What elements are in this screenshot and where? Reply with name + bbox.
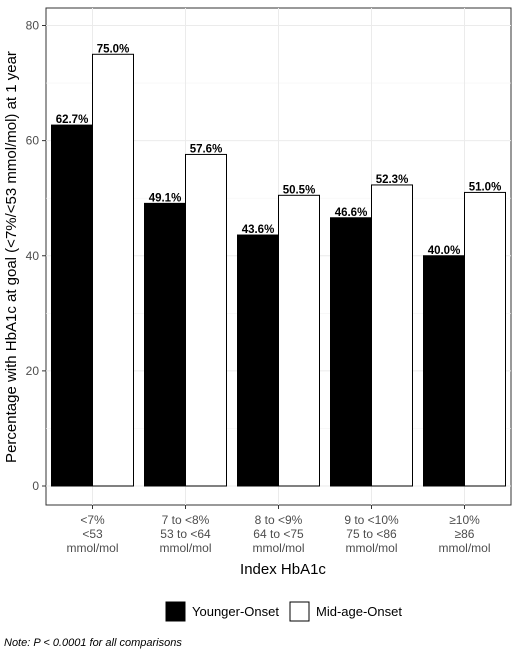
x-tick-label: 9 to <10% xyxy=(344,513,399,527)
legend-label: Mid-age-Onset xyxy=(316,604,402,619)
x-tick-label: 8 to <9% xyxy=(255,513,303,527)
bar-value-label: 51.0% xyxy=(469,181,502,193)
bar-mid-age-onset xyxy=(371,184,413,487)
bar-value-label: 40.0% xyxy=(428,245,461,257)
bar-value-label: 43.6% xyxy=(242,224,275,236)
bar-value-label: 57.6% xyxy=(190,143,223,155)
bar-mid-age-onset xyxy=(278,194,320,487)
y-tick-label: 40 xyxy=(26,249,40,263)
bar-value-label: 52.3% xyxy=(376,174,409,186)
bar-mid-age-onset xyxy=(92,53,134,487)
bar-value-label: 50.5% xyxy=(283,184,316,196)
x-tick-label: mmol/mol xyxy=(66,541,118,555)
bar-younger-onset xyxy=(144,202,186,487)
x-tick-label: ≥86 xyxy=(455,527,475,541)
y-tick-label: 80 xyxy=(26,19,40,33)
y-tick-label: 20 xyxy=(26,364,40,378)
bar-mid-age-onset xyxy=(464,191,506,487)
footnote: Note: P < 0.0001 for all comparisons xyxy=(4,637,182,649)
bar-younger-onset xyxy=(51,124,93,487)
bar-mid-age-onset xyxy=(185,153,227,487)
x-tick-label: <53 xyxy=(82,527,103,541)
bar-value-label: 49.1% xyxy=(149,192,182,204)
bar-value-label: 62.7% xyxy=(56,114,89,126)
y-axis-title: Percentage with HbA1c at goal (<7%/<53 m… xyxy=(3,51,20,463)
bar-value-label: 46.6% xyxy=(335,207,368,219)
x-tick-label: mmol/mol xyxy=(438,541,490,555)
x-tick-label: 75 to <86 xyxy=(346,527,397,541)
x-tick-label: 53 to <64 xyxy=(160,527,211,541)
x-tick-label: mmol/mol xyxy=(159,541,211,555)
x-tick-label: 64 to <75 xyxy=(253,527,304,541)
legend-label: Younger-Onset xyxy=(192,604,279,619)
y-tick-label: 60 xyxy=(26,134,40,148)
x-tick-label: mmol/mol xyxy=(252,541,304,555)
bar-younger-onset xyxy=(330,217,372,487)
bar-younger-onset xyxy=(237,234,279,487)
legend-swatch xyxy=(165,601,186,622)
legend-swatch xyxy=(289,601,310,622)
bar-value-label: 75.0% xyxy=(97,43,130,55)
x-axis-title: Index HbA1c xyxy=(240,561,326,578)
x-tick-label: mmol/mol xyxy=(345,541,397,555)
data-labels: 62.7% 75.0% 49.1% 57.6% 43.6% 50.5% 46.6% 52.3%… xyxy=(56,43,502,256)
legend: Younger-Onset Mid-age-Onset xyxy=(165,601,402,622)
x-tick-label: 7 to <8% xyxy=(162,513,210,527)
x-tick-label: <7% xyxy=(80,513,105,527)
bar-younger-onset xyxy=(423,255,465,487)
x-tick-label: ≥10% xyxy=(449,513,480,527)
bars xyxy=(51,53,506,487)
y-tick-label: 0 xyxy=(32,479,39,493)
